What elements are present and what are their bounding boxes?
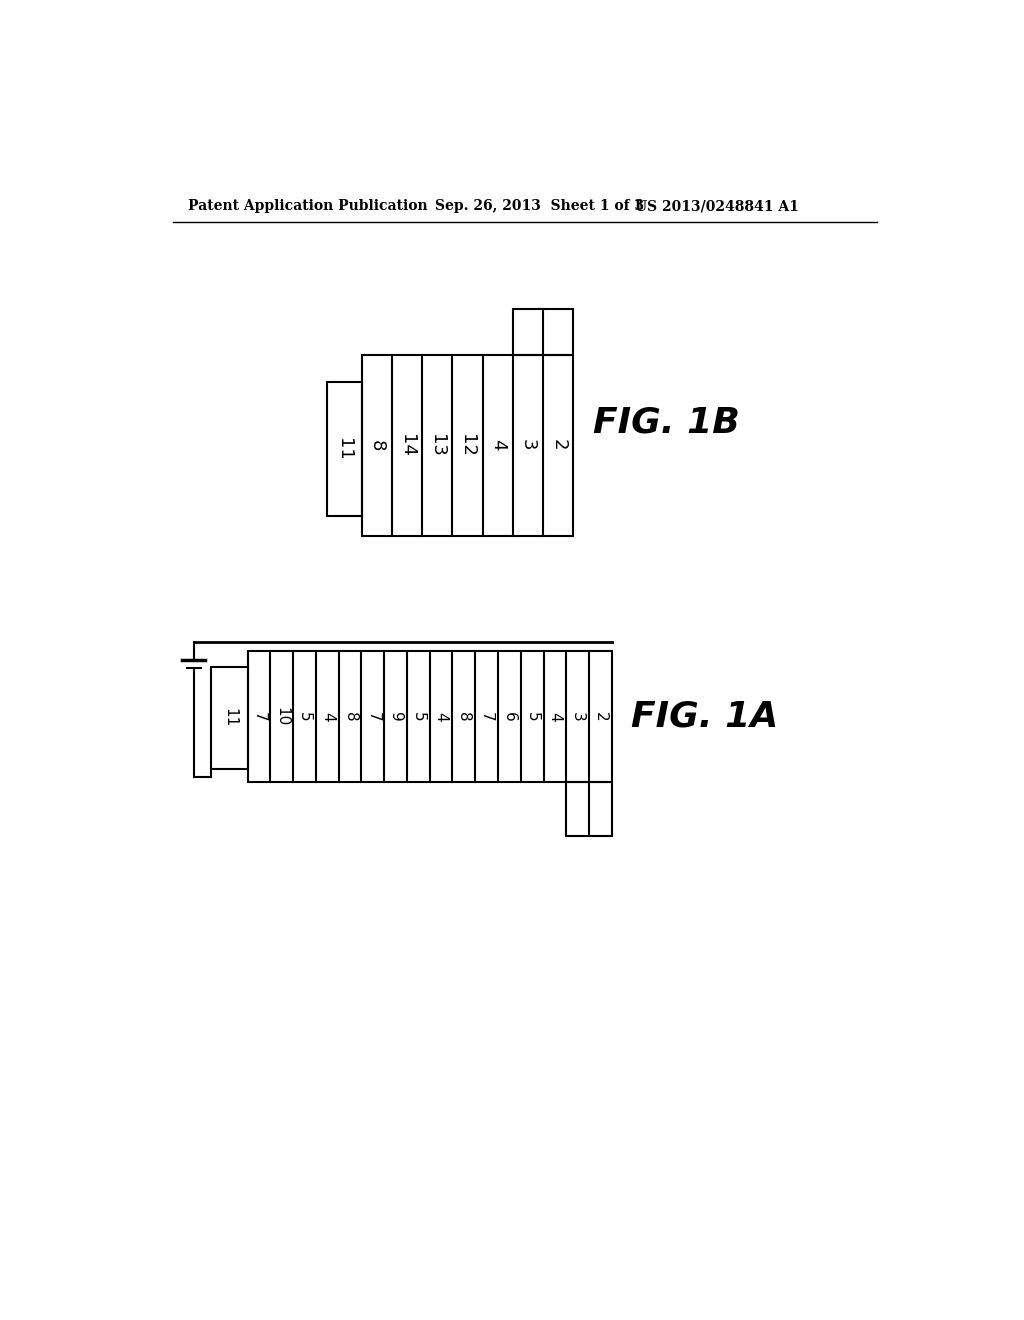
Text: 5: 5 xyxy=(524,711,540,722)
Text: 3: 3 xyxy=(519,440,537,451)
Text: 11: 11 xyxy=(335,438,353,461)
Bar xyxy=(566,781,611,836)
Text: 6: 6 xyxy=(502,711,517,722)
Text: Sep. 26, 2013  Sheet 1 of 3: Sep. 26, 2013 Sheet 1 of 3 xyxy=(435,199,644,213)
Text: 4: 4 xyxy=(319,711,335,722)
Text: 11: 11 xyxy=(222,708,237,727)
Bar xyxy=(361,355,573,536)
Text: 12: 12 xyxy=(459,434,476,457)
Text: FIG. 1A: FIG. 1A xyxy=(631,700,778,734)
Text: 3: 3 xyxy=(570,711,585,722)
Text: 7: 7 xyxy=(479,711,495,722)
Bar xyxy=(248,651,611,781)
Text: 7: 7 xyxy=(366,711,380,722)
Text: 5: 5 xyxy=(297,711,312,722)
Text: 4: 4 xyxy=(433,711,449,722)
Bar xyxy=(513,309,573,355)
Text: 5: 5 xyxy=(411,711,426,722)
Text: 4: 4 xyxy=(488,440,507,451)
Text: 4: 4 xyxy=(548,711,562,722)
Bar xyxy=(327,381,361,516)
Bar xyxy=(211,667,248,770)
Text: US 2013/0248841 A1: US 2013/0248841 A1 xyxy=(635,199,799,213)
Text: FIG. 1B: FIG. 1B xyxy=(593,405,739,440)
Text: 8: 8 xyxy=(457,711,471,722)
Text: 9: 9 xyxy=(388,711,403,722)
Text: 13: 13 xyxy=(428,434,446,457)
Text: 2: 2 xyxy=(593,711,608,722)
Text: 10: 10 xyxy=(274,708,289,726)
Text: 14: 14 xyxy=(398,434,416,457)
Text: 2: 2 xyxy=(549,440,567,451)
Text: Patent Application Publication: Patent Application Publication xyxy=(188,199,428,213)
Text: 8: 8 xyxy=(343,711,357,722)
Text: 8: 8 xyxy=(368,440,386,451)
Text: 7: 7 xyxy=(252,711,266,722)
